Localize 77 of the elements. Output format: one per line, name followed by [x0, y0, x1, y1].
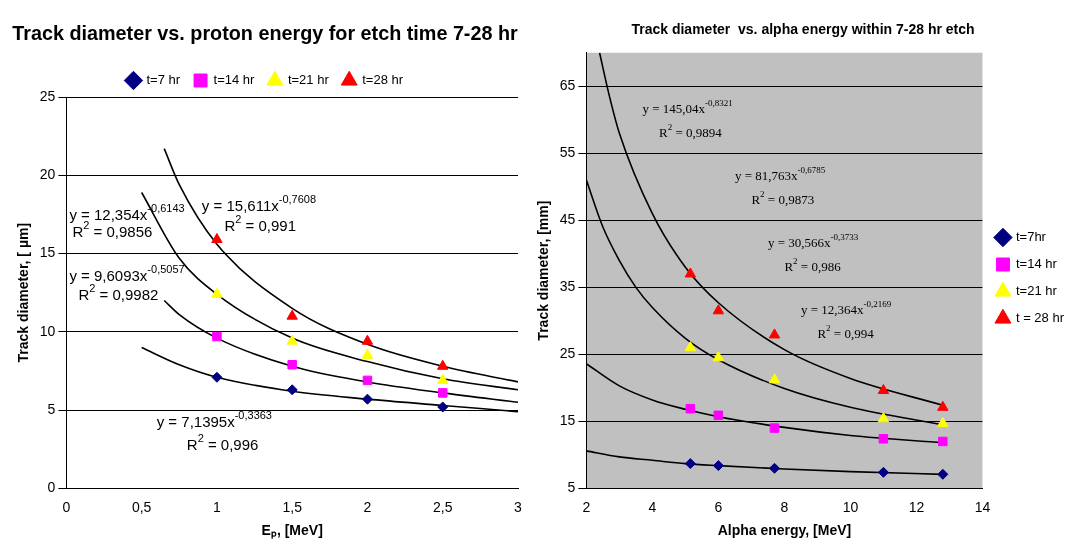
legend-label: t = 28 hr [1015, 310, 1065, 326]
point [211, 287, 223, 298]
point [361, 334, 374, 345]
point [685, 403, 696, 414]
point [937, 416, 949, 427]
y-tick-label: 15 [39, 244, 56, 261]
y-tick-label: 0 [47, 479, 56, 496]
legend-label: t=14 hr [1015, 256, 1058, 272]
legend-label: t=14 hr [213, 72, 256, 88]
point [877, 466, 889, 478]
point [769, 423, 780, 433]
y-tick-label: 10 [39, 322, 56, 339]
point [878, 434, 889, 444]
point [937, 468, 949, 480]
y-tick-label: 20 [39, 166, 56, 183]
x-tick-label: 3 [514, 498, 523, 515]
x-axis-title: Eₚ, [MeV] [261, 522, 323, 540]
y-tick-label: 25 [559, 345, 576, 362]
point [211, 371, 223, 383]
point [768, 328, 781, 339]
point [937, 400, 949, 411]
point [877, 384, 890, 395]
point [768, 373, 781, 384]
point [684, 267, 697, 278]
y-tick-label: 35 [559, 278, 576, 295]
y-tick-label: 65 [559, 77, 576, 94]
y-tick-label: 5 [47, 400, 56, 417]
x-tick-label: 10 [842, 498, 859, 515]
point [287, 359, 297, 370]
y-tick-label: 45 [559, 211, 576, 228]
point [769, 462, 781, 474]
x-tick-label: 0,5 [131, 498, 152, 515]
point [712, 304, 725, 315]
x-tick-label: 4 [648, 498, 657, 515]
point [361, 393, 373, 405]
y-tick-label: 25 [39, 87, 56, 104]
legend-label: t=7 hr [146, 72, 181, 88]
point [362, 375, 373, 386]
x-tick-label: 6 [714, 498, 723, 515]
x-tick-label: 2,5 [432, 498, 453, 515]
y-tick-label: 15 [559, 412, 576, 429]
y-tick-label: 5 [567, 479, 576, 496]
point [684, 458, 696, 470]
point [437, 373, 449, 384]
legend-label: t=21 hr [287, 72, 330, 88]
y-tick-label: 55 [559, 144, 576, 161]
legend-label: t=7hr [1015, 229, 1047, 245]
point [437, 401, 449, 413]
point [712, 460, 724, 472]
x-tick-label: 2 [363, 498, 372, 515]
x-tick-label: 12 [908, 498, 925, 515]
point [361, 348, 374, 359]
point [877, 412, 890, 423]
x-tick-label: 14 [974, 498, 991, 515]
x-axis-title: Alpha energy, [MeV] [717, 522, 852, 539]
y-axis-title: Track diameter, [ µm] [15, 222, 32, 363]
y-axis-title: Track diameter, [mm] [535, 200, 552, 341]
x-tick-label: 2 [582, 498, 591, 515]
legend-label: t=21 hr [1015, 283, 1058, 299]
x-tick-label: 8 [780, 498, 789, 515]
point [211, 232, 223, 243]
legend-label: t=28 hr [362, 72, 404, 88]
point [684, 341, 697, 352]
chart-title: Track diameter vs. proton energy for etch time 7-28 hr [12, 21, 518, 44]
point [938, 436, 948, 447]
point [712, 351, 725, 362]
point [286, 384, 298, 396]
point [286, 309, 298, 320]
x-tick-label: 0 [62, 498, 71, 515]
point [212, 331, 222, 342]
point [713, 410, 724, 421]
x-tick-label: 1 [213, 498, 222, 515]
x-tick-label: 1,5 [282, 498, 303, 515]
chart-title: Track diameter vs. alpha energy within 7-28 hr etch [631, 21, 975, 38]
point [286, 334, 298, 345]
point [437, 388, 448, 398]
point [437, 359, 449, 370]
